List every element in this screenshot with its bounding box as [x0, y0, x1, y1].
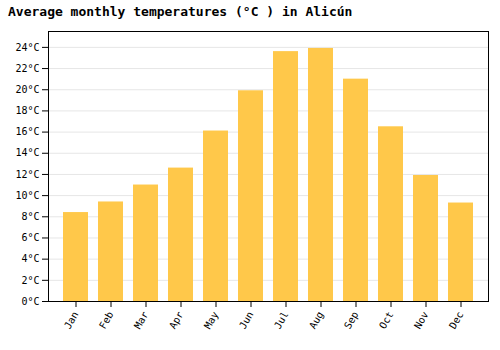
svg-text:24°C: 24°C — [15, 42, 39, 53]
svg-text:Oct: Oct — [377, 310, 396, 331]
svg-text:4°C: 4°C — [21, 253, 39, 264]
svg-text:12°C: 12°C — [15, 169, 39, 180]
svg-text:Jan: Jan — [62, 310, 81, 331]
svg-text:Nov: Nov — [412, 310, 431, 331]
svg-text:6°C: 6°C — [21, 232, 39, 243]
svg-text:Aug: Aug — [307, 310, 326, 331]
svg-text:Feb: Feb — [97, 310, 116, 331]
svg-text:14°C: 14°C — [15, 147, 39, 158]
svg-text:Jul: Jul — [272, 310, 291, 331]
svg-text:16°C: 16°C — [15, 126, 39, 137]
svg-text:Jun: Jun — [237, 310, 256, 331]
svg-text:10°C: 10°C — [15, 190, 39, 201]
svg-text:Apr: Apr — [167, 310, 186, 331]
svg-text:2°C: 2°C — [21, 275, 39, 286]
svg-text:Dec: Dec — [447, 310, 466, 331]
svg-text:May: May — [202, 310, 221, 331]
svg-text:22°C: 22°C — [15, 63, 39, 74]
svg-text:Sep: Sep — [342, 310, 361, 331]
svg-text:20°C: 20°C — [15, 84, 39, 95]
svg-text:0°C: 0°C — [21, 296, 39, 307]
svg-text:Mar: Mar — [132, 310, 151, 331]
html-text:Average monthly temperatures (: Average monthly temperatures (°C ) in Al… — [8, 4, 353, 19]
svg-text:8°C: 8°C — [21, 211, 39, 222]
svg-text:18°C: 18°C — [15, 105, 39, 116]
